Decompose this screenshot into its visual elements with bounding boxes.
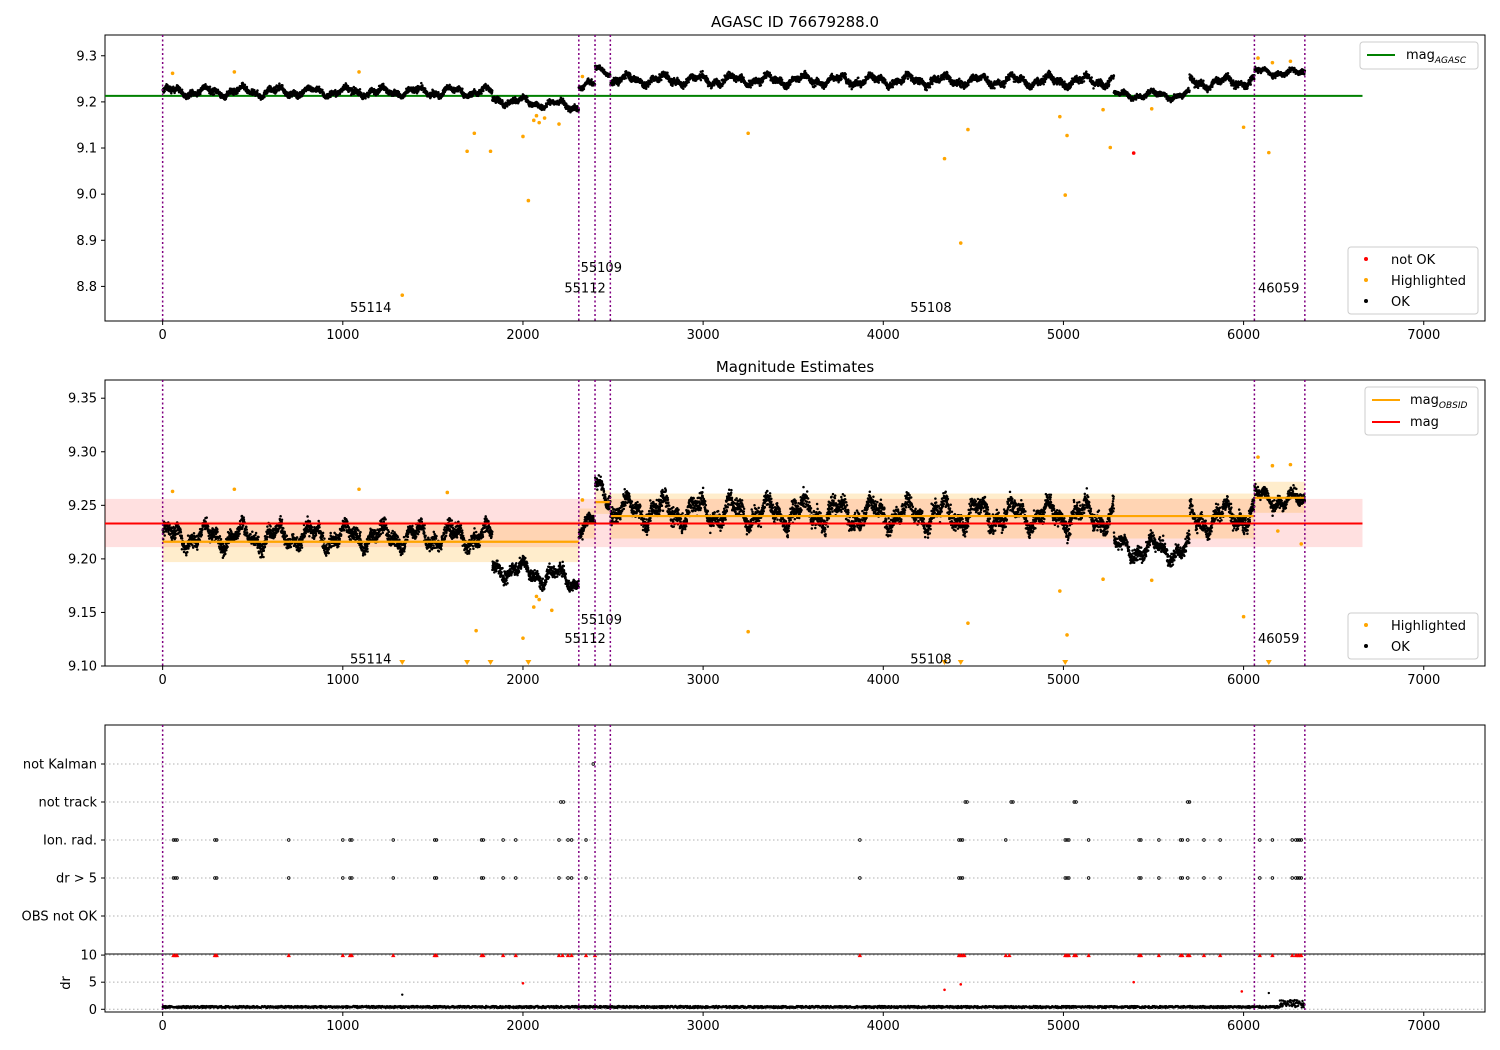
- ok-point: [420, 81, 423, 85]
- ok-point: [232, 87, 236, 90]
- ok-point: [598, 64, 602, 67]
- ok-point: [482, 89, 485, 93]
- ok-point: [263, 95, 266, 99]
- ok-point: [644, 87, 648, 91]
- ok-point: [232, 93, 235, 97]
- ok-point: [902, 79, 906, 83]
- ok-point: [624, 77, 627, 80]
- ok-point: [367, 95, 370, 99]
- ok-point: [590, 78, 593, 81]
- ok-point: [204, 82, 207, 86]
- ok-point: [768, 71, 771, 75]
- ok-point: [925, 88, 928, 92]
- ok-point: [358, 88, 362, 91]
- ok-point: [857, 76, 860, 80]
- ok-point: [789, 82, 792, 86]
- ok-point: [967, 83, 970, 87]
- ok-point: [906, 77, 910, 80]
- ok-point: [891, 85, 895, 89]
- ok-point: [199, 92, 202, 96]
- ok-point: [911, 74, 914, 78]
- ok-point: [682, 87, 685, 90]
- ok-point: [582, 87, 586, 91]
- ok-point: [734, 80, 738, 84]
- panel1-frame: [104, 34, 1486, 322]
- ok-point: [317, 85, 321, 88]
- ok-point: [650, 80, 653, 84]
- ok-point: [814, 84, 817, 88]
- ok-point: [501, 99, 504, 103]
- ok-point: [278, 82, 281, 85]
- ok-point: [949, 76, 952, 80]
- ok-point: [844, 72, 847, 76]
- ok-point: [490, 89, 494, 93]
- ok-point: [648, 82, 652, 86]
- ok-points: [161, 64, 1307, 114]
- ok-point: [423, 87, 427, 90]
- ok-point: [480, 92, 483, 95]
- ok-point: [321, 88, 324, 92]
- ok-point: [660, 78, 663, 82]
- ok-point: [208, 85, 212, 89]
- ok-point: [958, 77, 961, 81]
- ok-point: [769, 73, 773, 77]
- figure-title: AGASC ID 76679288.0: [711, 13, 879, 31]
- ok-point: [672, 76, 676, 80]
- ok-point: [281, 83, 284, 87]
- ok-point: [937, 74, 940, 78]
- ok-point: [840, 77, 843, 81]
- ok-point: [759, 84, 763, 87]
- ok-point: [172, 85, 175, 88]
- ok-point: [706, 77, 710, 81]
- ok-point: [884, 78, 887, 82]
- ok-point: [545, 105, 549, 108]
- ok-point: [928, 86, 932, 89]
- ok-point: [163, 89, 166, 93]
- ok-point: [765, 76, 768, 79]
- ok-point: [780, 78, 784, 82]
- ok-point: [749, 86, 752, 89]
- ok-point: [526, 96, 529, 99]
- ok-point: [212, 93, 216, 96]
- ok-point: [448, 83, 451, 87]
- ok-point: [178, 86, 182, 90]
- ok-point: [437, 90, 440, 94]
- panel2-title: Magnitude Estimates: [716, 358, 874, 376]
- ok-point: [245, 85, 249, 89]
- dr-ylabel: dr: [59, 976, 74, 990]
- ok-point: [931, 82, 934, 86]
- ok-point: [666, 71, 669, 74]
- ok-point: [461, 87, 464, 90]
- ok-point: [180, 88, 184, 91]
- ok-point: [687, 80, 690, 84]
- ok-point: [701, 69, 704, 73]
- ok-point: [699, 78, 703, 82]
- ok-point: [243, 83, 247, 87]
- ok-point: [256, 89, 259, 92]
